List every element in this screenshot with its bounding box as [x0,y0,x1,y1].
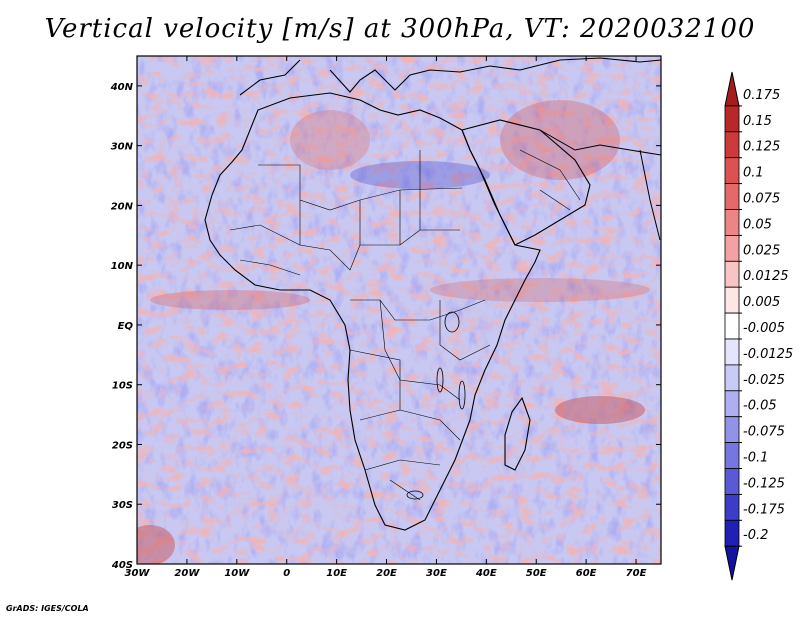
lon-tick-label: 30E [426,568,447,579]
lat-tick-label: 10S [112,381,133,392]
lon-tick-label: 10E [326,568,347,579]
colorbar-swatch [724,312,740,340]
colorbar-top-arrow [724,71,740,107]
india-coastline [639,149,661,241]
colorbar-label: 0.075 [743,192,780,207]
colorbar-label: -0.175 [743,502,785,517]
colorbar-swatch [724,209,740,236]
colorbar-swatch [724,183,740,210]
lon-tick-label: 20E [376,568,397,579]
colorbar-swatch [724,364,740,392]
colorbar-label: -0.0125 [743,347,793,362]
colorbar-label: -0.125 [743,476,785,491]
colorbar-swatch [724,260,740,288]
updraft-region-sahara [290,110,370,170]
longitude-axis: 30W 20W 10W 0 10E 20E 30E 40E 50E 60E 70E [125,56,647,579]
grads-credit: GrADS: IGES/COLA [6,604,89,613]
lat-tick-label: 30N [111,142,134,153]
colorbar: 0.175 0.15 0.125 0.1 0.075 0.05 0.025 0.0125 0.0… [724,71,793,581]
plot-frame [136,55,662,565]
lat-tick-label: 20S [112,440,133,451]
lakes [406,311,466,500]
lat-tick-label: 40N [110,82,134,93]
updraft-band-east [430,278,650,302]
lon-tick-label: 0 [283,568,290,579]
updraft-region-arabia [500,100,620,180]
lon-tick-label: 60E [576,568,597,579]
africa-coastline [204,92,541,531]
colorbar-swatch [724,157,740,184]
colorbar-swatch [724,468,740,495]
colorbar-label: -0.025 [743,373,785,388]
velocity-field [137,56,661,564]
lat-tick-label: EQ [118,321,134,332]
lon-tick-label: 10W [224,568,250,579]
lat-tick-label: 20N [111,201,134,212]
colorbar-label: 0.175 [743,88,780,103]
colorbar-swatch [724,286,740,314]
colorbar-label: -0.005 [743,321,785,336]
chart-title: Vertical velocity [m/s] at 300hPa, VT: 2… [44,14,756,44]
lat-tick-label: 40S [111,560,133,571]
lon-tick-label: 40E [475,568,497,579]
colorbar-label: -0.1 [743,451,768,466]
colorbar-swatch [724,442,740,469]
europe-coastline [239,57,661,96]
colorbar-label: 0.15 [743,114,772,129]
colorbar-swatch [724,416,740,444]
colorbar-swatch [724,519,740,547]
colorbar-swatch [724,338,740,366]
field-texture [137,56,661,564]
colorbar-swatch [724,131,740,159]
lon-tick-label: 70E [626,568,647,579]
lat-tick-label: 10N [111,261,134,272]
updraft-region-indian-ocean [555,396,645,424]
lat-tick-label: 30S [112,500,133,511]
updraft-region-southwest [137,525,175,564]
colorbar-label: -0.2 [743,528,768,543]
latitude-axis: 40N 30N 20N 10N EQ 10S 20S 30S 40S [110,82,661,571]
colorbar-label: 0.005 [743,295,780,310]
colorbar-label: 0.1 [743,166,764,181]
colorbar-swatch [724,105,740,133]
colorbar-label: 0.0125 [743,269,789,284]
colorbar-label: 0.05 [743,217,772,232]
colorbar-label: 0.025 [743,243,780,258]
country-borders [229,149,581,501]
colorbar-label: -0.075 [743,425,785,440]
colorbar-label: -0.05 [743,399,777,414]
lon-tick-label: 30W [125,568,151,579]
lon-tick-label: 20W [174,568,200,579]
colorbar-swatch [724,493,740,521]
updraft-band-itcz [150,290,310,310]
colorbar-swatch [724,234,740,262]
madagascar-coastline [504,396,531,471]
colorbar-label: 0.125 [743,140,780,155]
colorbar-bottom-arrow [724,545,740,581]
colorbar-swatch [724,390,740,418]
lon-tick-label: 50E [526,568,547,579]
